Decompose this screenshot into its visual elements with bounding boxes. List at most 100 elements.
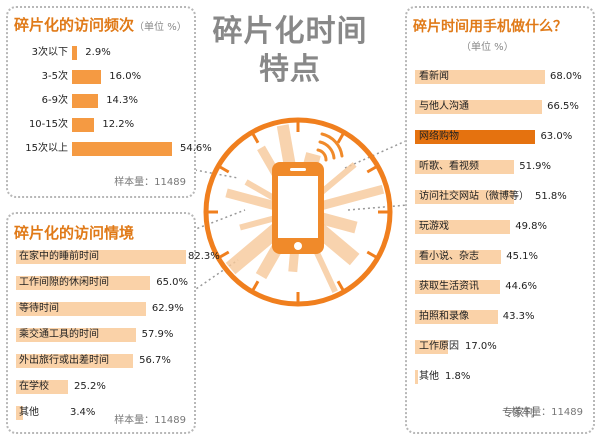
- activity-bar: [415, 280, 501, 294]
- situation-label: 在学校: [19, 381, 49, 392]
- activity-row: 看小说、杂志 45.1%: [415, 250, 595, 264]
- activity-sample: 样本量：11489: [511, 407, 583, 418]
- situation-value: 65.0%: [156, 277, 189, 288]
- situation-bar: [16, 406, 24, 420]
- activity-label: 拍照和录像: [419, 311, 469, 322]
- activity-bar: [415, 160, 515, 174]
- activity-panel: 碎片时间用手机做什么？ （单位 %） 看新闻 68.0% 与他人沟通 66.5% 网络购…: [405, 6, 595, 434]
- signal-waves-icon: [316, 132, 344, 162]
- activity-row: 获取生活资讯 44.6%: [415, 280, 595, 294]
- situation-label: 在家中的睡前时间: [19, 251, 99, 262]
- situation-panel: 碎片化的访问情境 在家中的睡前时间 82.3% 工作间隙的休闲时间 65.0% 等待时间…: [6, 212, 220, 434]
- situation-bar: [16, 302, 146, 316]
- situation-row: 在家中的睡前时间 82.3%: [16, 250, 220, 264]
- activity-title: 碎片时间用手机做什么？: [413, 19, 567, 35]
- frequency-row: 3次以下 2.9%: [8, 46, 194, 60]
- clock-tick: [336, 133, 345, 144]
- situation-label: 其他: [19, 407, 39, 418]
- situation-row: 工作间隙的休闲时间 65.0%: [16, 276, 196, 290]
- center-title-line1: 碎片化时间: [212, 14, 368, 49]
- frequency-title: 碎片化的访问频次（单位 %）: [14, 14, 187, 35]
- situation-label: 外出旅行或出差时间: [19, 355, 109, 366]
- frequency-row: 6-9次 14.3%: [8, 94, 194, 108]
- activity-value: 68.0%: [550, 71, 582, 82]
- clock-tick: [219, 250, 230, 259]
- clock-tick: [366, 165, 377, 174]
- situation-row: 其他 3.4%: [16, 406, 196, 420]
- activity-row: 听歌、看视频 51.9%: [415, 160, 595, 174]
- frequency-bar: [72, 70, 102, 84]
- activity-row: 与他人沟通 66.5%: [415, 100, 595, 114]
- activity-label: 其他: [419, 371, 439, 382]
- activity-bar: [415, 70, 545, 84]
- clock-tick: [336, 280, 345, 291]
- activity-row: 看新闻 68.0%: [415, 70, 595, 84]
- activity-value: 45.1%: [506, 251, 538, 262]
- frequency-sample: 样本量：11489: [114, 177, 186, 188]
- activity-row: 工作原因 17.0%: [415, 340, 595, 354]
- activity-value: 1.8%: [445, 371, 471, 382]
- frequency-bar: [72, 118, 95, 132]
- activity-bar: [415, 220, 511, 234]
- situation-label: 乘交通工具的时间: [19, 329, 99, 340]
- activity-bar: [415, 190, 515, 204]
- activity-row: 玩游戏 49.8%: [415, 220, 595, 234]
- situation-value: 82.3%: [188, 251, 220, 262]
- activity-label: 看新闻: [419, 71, 449, 82]
- center-title-line2: 特点: [259, 52, 321, 87]
- activity-value: 44.6%: [505, 281, 538, 292]
- frequency-bar: [72, 94, 99, 108]
- clock-ticks: [208, 122, 388, 302]
- activity-label: 与他人沟通: [419, 101, 469, 112]
- situation-row: 乘交通工具的时间 57.9%: [16, 328, 196, 342]
- activity-bar: [415, 310, 498, 324]
- frequency-value: 54.6%: [180, 143, 212, 154]
- frequency-bar: [72, 46, 78, 60]
- frequency-label: 10-15次: [28, 119, 68, 130]
- frequency-row: 3-5次 16.0%: [8, 70, 194, 84]
- situation-value: 57.9%: [141, 329, 174, 340]
- frequency-label: 3次以下: [31, 47, 68, 58]
- frequency-row: 15次以上 54.6%: [8, 142, 212, 156]
- activity-bar: [415, 370, 419, 384]
- activity-label: 获取生活资讯: [419, 281, 479, 292]
- frequency-panel: 碎片化的访问频次（单位 %） 3次以下 2.9% 3-5次 16.0% 6-9次 14.3…: [6, 6, 212, 198]
- activity-value: 17.0%: [465, 341, 497, 352]
- activity-bar: [415, 250, 502, 264]
- situation-label: 等待时间: [19, 303, 59, 314]
- situation-title: 碎片化的访问情境: [14, 224, 135, 242]
- activity-value: 43.3%: [502, 311, 535, 322]
- situation-row: 等待时间 62.9%: [16, 302, 196, 316]
- situation-sample: 样本量：11489: [114, 415, 186, 426]
- clock-tick: [219, 165, 230, 174]
- clock-tick: [251, 280, 260, 291]
- situation-row: 外出旅行或出差时间 56.7%: [16, 354, 196, 368]
- activity-bar: [415, 130, 536, 144]
- activity-value: 66.5%: [547, 101, 579, 112]
- situation-bar: [16, 328, 136, 342]
- activity-unit: （单位 %）: [461, 42, 514, 53]
- situation-value: 3.4%: [70, 407, 96, 418]
- situation-bar: [16, 276, 151, 290]
- activity-label: 访问社交网站（微博等）: [419, 191, 529, 202]
- situation-value: 25.2%: [74, 381, 106, 392]
- phone-icon: [272, 162, 324, 254]
- activity-value: 51.8%: [535, 191, 567, 202]
- frequency-value: 2.9%: [85, 47, 111, 58]
- frequency-value: 16.0%: [109, 71, 142, 82]
- situation-bar: [16, 354, 134, 368]
- situation-bar: [16, 250, 186, 264]
- frequency-label: 3-5次: [41, 71, 68, 82]
- activity-bar: [415, 100, 543, 114]
- activity-label: 听歌、看视频: [419, 161, 479, 172]
- frequency-row: 10-15次 12.2%: [8, 118, 194, 132]
- situation-label: 工作间隙的休闲时间: [19, 277, 109, 288]
- activity-label: 网络购物: [419, 131, 459, 142]
- situation-value: 56.7%: [139, 355, 171, 366]
- activity-label: 工作原因: [419, 341, 459, 352]
- clock-tick: [366, 250, 377, 259]
- clock-tick: [251, 133, 260, 144]
- activity-row: 访问社交网站（微博等） 51.8%: [415, 190, 595, 204]
- activity-row: 网络购物 63.0%: [415, 130, 595, 144]
